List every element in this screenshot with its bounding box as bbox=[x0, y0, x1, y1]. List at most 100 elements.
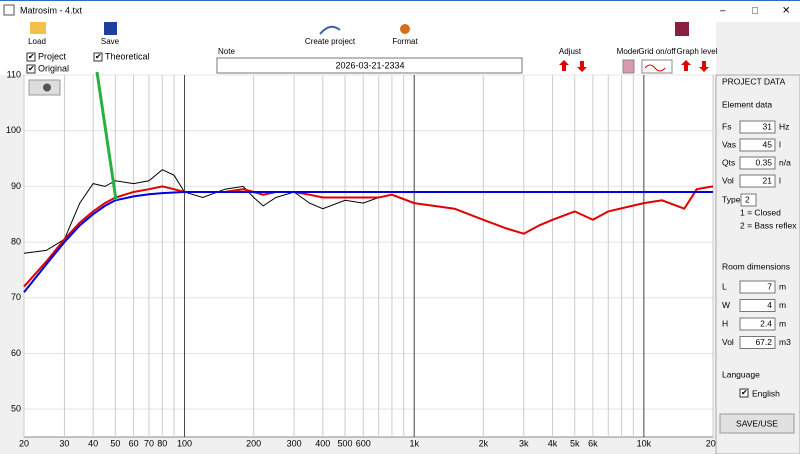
field-unit: n/a bbox=[779, 157, 791, 167]
field-box[interactable] bbox=[739, 120, 776, 134]
create-project-label: Create project bbox=[305, 37, 356, 46]
y-tick-label: 50 bbox=[11, 404, 21, 414]
field-box[interactable] bbox=[739, 299, 776, 312]
load-label: Load bbox=[28, 37, 46, 46]
format-label: Format bbox=[392, 37, 418, 46]
field-box[interactable] bbox=[739, 174, 776, 188]
plot-area bbox=[23, 74, 714, 438]
save-use-button[interactable] bbox=[719, 413, 795, 434]
y-tick-label: 70 bbox=[11, 292, 21, 302]
side-panel bbox=[715, 74, 800, 454]
folder-icon bbox=[30, 22, 46, 34]
grid-label: Grid on/off bbox=[638, 47, 676, 56]
maximize[interactable]: □ bbox=[752, 6, 758, 17]
y-tick-label: 90 bbox=[11, 181, 21, 191]
x-tick-label: 200 bbox=[246, 438, 261, 448]
camera-icon bbox=[43, 83, 51, 92]
graph-level-label: Graph level bbox=[677, 47, 718, 56]
create-project-button[interactable]: Create project bbox=[305, 25, 356, 46]
moder-button[interactable] bbox=[622, 59, 635, 74]
x-tick-label: 6k bbox=[588, 438, 598, 448]
field-unit: Hz bbox=[779, 121, 789, 131]
x-tick-label: 80 bbox=[157, 438, 167, 448]
save-button[interactable]: Save bbox=[101, 22, 120, 46]
adjust-label: Adjust bbox=[559, 47, 582, 56]
field-box[interactable] bbox=[739, 138, 776, 152]
field-label: W bbox=[722, 300, 730, 310]
x-tick-label: 500 bbox=[338, 438, 353, 448]
save-use-label: SAVE/USE bbox=[736, 418, 778, 428]
field-value: 21 bbox=[763, 175, 773, 185]
field-value: 7 bbox=[767, 281, 772, 291]
border bbox=[0, 0, 800, 1]
disk-icon bbox=[104, 22, 117, 35]
title-bar bbox=[0, 0, 800, 22]
project-icon bbox=[319, 25, 341, 35]
room-title: Room dimensions bbox=[722, 261, 790, 271]
type-field[interactable] bbox=[740, 193, 757, 207]
y-tick-label: 80 bbox=[11, 236, 21, 246]
field-label: Vol bbox=[722, 175, 734, 185]
field-unit: m bbox=[779, 318, 786, 328]
help-icon[interactable] bbox=[675, 22, 689, 36]
series-checkbox[interactable] bbox=[93, 52, 103, 62]
load-button[interactable]: Load bbox=[28, 22, 46, 46]
field-box[interactable] bbox=[739, 317, 776, 331]
language-label: English bbox=[752, 388, 780, 398]
save-label: Save bbox=[101, 37, 120, 46]
field-label: Vol bbox=[722, 337, 734, 347]
type-label: Type bbox=[722, 194, 741, 204]
format-button[interactable]: Format bbox=[392, 24, 418, 46]
x-tick-label: 400 bbox=[315, 438, 330, 448]
check-mark: ✔ bbox=[741, 388, 748, 397]
adjust-down[interactable] bbox=[577, 61, 587, 72]
x-tick-label: 2k bbox=[479, 438, 489, 448]
field-label: Fs bbox=[722, 121, 731, 131]
field-value: 31 bbox=[763, 121, 773, 131]
language-checkbox[interactable] bbox=[739, 388, 749, 398]
level-down[interactable] bbox=[699, 61, 709, 72]
minimize[interactable]: – bbox=[720, 6, 726, 17]
x-tick-label: 5k bbox=[570, 438, 580, 448]
x-tick-label: 60 bbox=[129, 438, 139, 448]
field-unit: l bbox=[779, 175, 781, 185]
series-checkbox[interactable] bbox=[26, 64, 36, 74]
x-tick-label: 50 bbox=[110, 438, 120, 448]
y-tick-label: 100 bbox=[6, 125, 21, 135]
x-tick-label: 4k bbox=[548, 438, 558, 448]
note-field[interactable] bbox=[216, 57, 523, 74]
field-unit: m bbox=[779, 300, 786, 310]
app-icon bbox=[3, 4, 15, 16]
field-label: Vas bbox=[722, 139, 736, 149]
field-unit: l bbox=[779, 139, 781, 149]
field-box[interactable] bbox=[739, 280, 776, 294]
field-box[interactable] bbox=[739, 336, 776, 349]
close[interactable]: ✕ bbox=[782, 6, 790, 17]
x-tick-label: 1k bbox=[409, 438, 419, 448]
grid-button[interactable] bbox=[641, 59, 673, 74]
language-title: Language bbox=[722, 369, 760, 379]
y-tick-label: 60 bbox=[11, 348, 21, 358]
x-tick-label: 10k bbox=[637, 438, 652, 448]
type-note: 1 = Closed bbox=[740, 207, 781, 217]
level-up[interactable] bbox=[681, 60, 691, 71]
field-label: Qts bbox=[722, 157, 735, 167]
x-tick-label: 300 bbox=[287, 438, 302, 448]
field-unit: m3 bbox=[779, 337, 791, 347]
gear-icon bbox=[400, 24, 410, 34]
annotation-arrow bbox=[95, 71, 118, 201]
series-checkbox[interactable] bbox=[26, 52, 36, 62]
y-tick-label: 110 bbox=[7, 69, 21, 79]
moder-label: Moder bbox=[617, 47, 640, 56]
field-box[interactable] bbox=[739, 156, 776, 170]
panel-title: PROJECT DATA bbox=[722, 76, 786, 86]
x-tick-label: 3k bbox=[519, 438, 529, 448]
x-tick-label: 20k bbox=[706, 438, 721, 448]
field-label: L bbox=[722, 281, 727, 291]
series-line bbox=[23, 185, 714, 288]
series-toggle-label: Original bbox=[38, 63, 69, 73]
adjust-up[interactable] bbox=[559, 60, 569, 71]
type-value: 2 bbox=[745, 194, 750, 204]
element-title: Element data bbox=[722, 99, 772, 109]
